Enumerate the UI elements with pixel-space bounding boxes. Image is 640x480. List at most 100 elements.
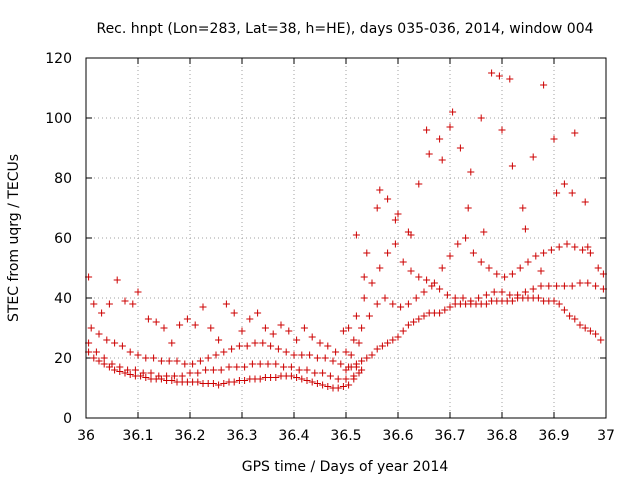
data-point bbox=[365, 312, 373, 320]
data-point bbox=[233, 363, 241, 371]
data-point bbox=[459, 294, 467, 302]
data-point bbox=[105, 300, 113, 308]
data-point bbox=[425, 150, 433, 158]
data-point bbox=[163, 372, 171, 380]
data-point bbox=[256, 360, 264, 368]
data-point bbox=[209, 380, 217, 387]
data-point bbox=[111, 339, 119, 347]
data-point bbox=[186, 369, 194, 377]
data-point bbox=[495, 72, 503, 80]
data-point bbox=[207, 324, 215, 332]
data-point bbox=[157, 357, 165, 365]
data-point bbox=[126, 348, 134, 356]
data-point bbox=[345, 381, 353, 389]
data-point bbox=[584, 243, 592, 251]
data-point bbox=[220, 348, 228, 356]
data-point bbox=[407, 267, 415, 275]
data-point bbox=[415, 315, 423, 323]
data-point bbox=[196, 357, 204, 365]
data-point bbox=[467, 168, 475, 176]
data-point bbox=[189, 360, 197, 368]
data-point bbox=[415, 180, 423, 188]
x-tick-label: 36.9 bbox=[538, 428, 569, 444]
data-point bbox=[272, 374, 280, 381]
data-point bbox=[87, 324, 95, 332]
data-point bbox=[420, 312, 428, 320]
data-point bbox=[467, 297, 475, 305]
data-point bbox=[243, 342, 251, 350]
data-point bbox=[462, 234, 470, 242]
data-point bbox=[446, 252, 454, 260]
data-point bbox=[594, 264, 602, 272]
data-point bbox=[350, 372, 358, 380]
data-point bbox=[248, 360, 256, 368]
data-point bbox=[313, 354, 321, 362]
data-point bbox=[347, 351, 355, 359]
data-point bbox=[571, 243, 579, 251]
x-tick-label: 36.1 bbox=[122, 428, 153, 444]
data-point bbox=[95, 330, 103, 338]
data-point bbox=[358, 357, 366, 365]
data-point bbox=[482, 291, 490, 299]
data-point bbox=[339, 327, 347, 335]
data-point bbox=[391, 240, 399, 248]
data-point bbox=[173, 357, 181, 365]
data-point bbox=[404, 300, 412, 308]
data-point bbox=[98, 309, 106, 317]
x-tick-label: 37 bbox=[597, 428, 615, 444]
data-point bbox=[415, 273, 423, 281]
data-point bbox=[540, 249, 548, 257]
data-point bbox=[228, 345, 236, 353]
data-point bbox=[241, 377, 249, 384]
data-point bbox=[303, 377, 311, 384]
data-point bbox=[493, 270, 501, 278]
data-point bbox=[384, 339, 392, 347]
data-point bbox=[550, 135, 558, 143]
data-point bbox=[451, 294, 459, 302]
data-point bbox=[352, 360, 360, 368]
data-point bbox=[160, 324, 168, 332]
data-point bbox=[586, 249, 594, 257]
data-point bbox=[337, 360, 345, 368]
data-point bbox=[277, 321, 285, 329]
data-point bbox=[319, 381, 327, 389]
data-point bbox=[209, 366, 217, 374]
data-point bbox=[183, 315, 191, 323]
data-point bbox=[464, 204, 472, 212]
data-point bbox=[436, 135, 444, 143]
data-point bbox=[475, 294, 483, 302]
data-point bbox=[397, 303, 405, 311]
data-point bbox=[111, 366, 119, 374]
data-point bbox=[477, 258, 485, 266]
data-point bbox=[131, 366, 139, 374]
data-point bbox=[345, 324, 353, 332]
data-point bbox=[334, 375, 342, 383]
data-point bbox=[485, 264, 493, 272]
data-point bbox=[553, 189, 561, 197]
data-point bbox=[360, 294, 368, 302]
data-point bbox=[220, 380, 228, 387]
data-point bbox=[306, 351, 314, 359]
data-point bbox=[376, 264, 384, 272]
data-point bbox=[347, 363, 355, 371]
data-point bbox=[547, 246, 555, 254]
data-point bbox=[441, 306, 449, 314]
grid bbox=[86, 58, 606, 418]
data-point bbox=[368, 279, 376, 287]
data-point bbox=[261, 324, 269, 332]
data-point bbox=[300, 324, 308, 332]
data-point bbox=[430, 279, 438, 287]
data-point bbox=[540, 81, 548, 89]
data-point bbox=[529, 285, 537, 293]
x-tick-label: 36.5 bbox=[330, 428, 361, 444]
x-tick-labels: 36 36.1 36.2 36.3 36.4 36.5 36.6 36.7 36.8 36.9 37 bbox=[77, 428, 615, 444]
data-point bbox=[118, 342, 126, 350]
data-point bbox=[181, 360, 189, 368]
data-point bbox=[568, 282, 576, 290]
data-point bbox=[264, 360, 272, 368]
data-point bbox=[566, 312, 574, 320]
data-point bbox=[342, 348, 350, 356]
data-point bbox=[407, 231, 415, 239]
data-point bbox=[373, 204, 381, 212]
data-point bbox=[103, 336, 111, 344]
